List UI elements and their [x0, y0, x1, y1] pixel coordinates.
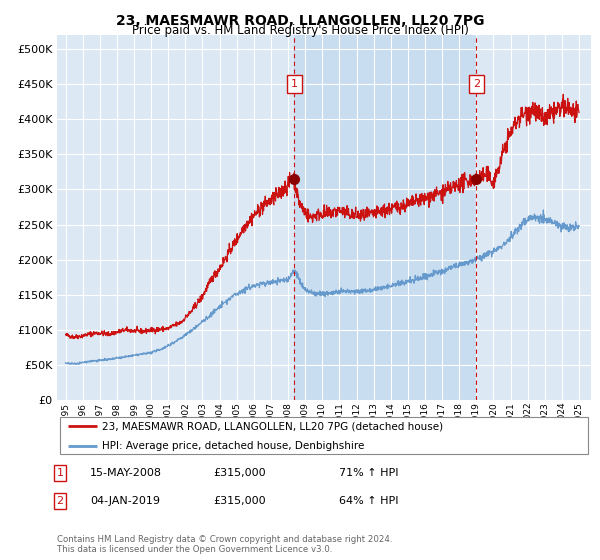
Text: £315,000: £315,000: [213, 496, 266, 506]
Text: 04-JAN-2019: 04-JAN-2019: [90, 496, 160, 506]
Text: 1: 1: [56, 468, 64, 478]
Text: 1: 1: [291, 79, 298, 89]
Text: 64% ↑ HPI: 64% ↑ HPI: [339, 496, 398, 506]
Text: 15-MAY-2008: 15-MAY-2008: [90, 468, 162, 478]
Text: HPI: Average price, detached house, Denbighshire: HPI: Average price, detached house, Denb…: [103, 441, 365, 451]
Text: 2: 2: [473, 79, 480, 89]
Text: 23, MAESMAWR ROAD, LLANGOLLEN, LL20 7PG: 23, MAESMAWR ROAD, LLANGOLLEN, LL20 7PG: [116, 14, 484, 28]
Text: £315,000: £315,000: [213, 468, 266, 478]
Text: Price paid vs. HM Land Registry's House Price Index (HPI): Price paid vs. HM Land Registry's House …: [131, 24, 469, 37]
Text: 71% ↑ HPI: 71% ↑ HPI: [339, 468, 398, 478]
Text: Contains HM Land Registry data © Crown copyright and database right 2024.
This d: Contains HM Land Registry data © Crown c…: [57, 535, 392, 554]
Text: 2: 2: [56, 496, 64, 506]
Text: 23, MAESMAWR ROAD, LLANGOLLEN, LL20 7PG (detached house): 23, MAESMAWR ROAD, LLANGOLLEN, LL20 7PG …: [103, 421, 443, 431]
Bar: [295, 35, 476, 400]
FancyBboxPatch shape: [59, 417, 589, 454]
